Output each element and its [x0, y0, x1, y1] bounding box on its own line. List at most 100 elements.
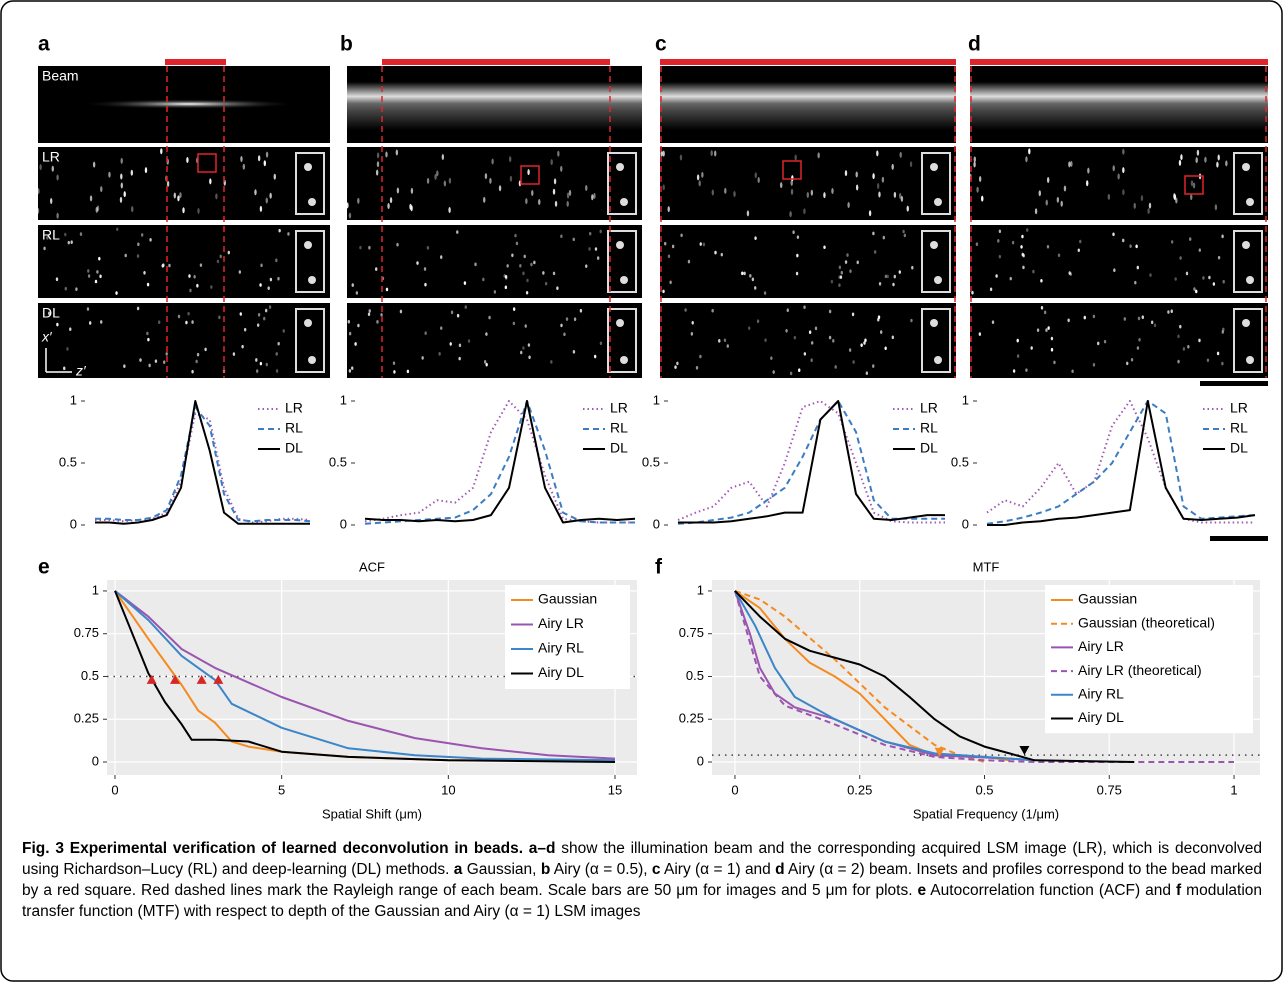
image — [970, 147, 1268, 220]
inset-bead — [304, 163, 312, 171]
bead — [43, 246, 46, 251]
bead — [87, 269, 90, 273]
bead — [458, 343, 462, 348]
bead — [679, 154, 683, 161]
bead — [1170, 309, 1173, 313]
bead — [553, 178, 557, 185]
bead — [1060, 200, 1063, 207]
bead — [232, 352, 236, 356]
bead — [423, 267, 427, 271]
bead — [978, 332, 982, 336]
caption-text: show the illumination beam and the corre… — [22, 840, 1262, 878]
x-axis-label: Spatial Shift (μm) — [322, 806, 422, 821]
bead — [803, 352, 807, 356]
bead — [848, 348, 852, 352]
bead — [868, 210, 872, 217]
image-axis-label: x′ — [41, 329, 53, 345]
bead — [531, 190, 534, 197]
inset-bead — [1246, 356, 1254, 364]
bead — [741, 271, 744, 276]
bead — [690, 332, 694, 336]
series-line — [114, 590, 616, 762]
bead — [976, 186, 979, 193]
y-tick-label: 1 — [92, 582, 99, 597]
bead — [991, 320, 995, 324]
bead — [1135, 244, 1138, 249]
bead — [998, 254, 1002, 259]
bead — [86, 307, 90, 311]
bead — [399, 309, 403, 314]
bead — [849, 269, 852, 273]
legend-label: Gaussian — [1078, 591, 1137, 607]
bead — [754, 286, 757, 290]
bead — [243, 327, 247, 332]
bead — [357, 323, 360, 328]
bead — [426, 246, 430, 250]
bead — [509, 175, 513, 182]
bead — [757, 177, 760, 184]
bead — [893, 191, 897, 198]
legend-label: DL — [285, 440, 303, 456]
image — [347, 225, 642, 298]
bead — [676, 361, 679, 366]
bead — [264, 308, 268, 313]
bead — [1225, 160, 1228, 167]
bead — [763, 291, 767, 295]
bead — [255, 358, 258, 362]
bead — [426, 177, 430, 184]
bead — [1032, 269, 1035, 274]
bead — [1030, 346, 1033, 350]
bead — [1179, 324, 1182, 329]
bead — [560, 165, 563, 172]
bead — [1067, 318, 1070, 323]
bead — [525, 290, 529, 295]
bead — [218, 315, 221, 320]
bead — [498, 185, 502, 192]
bead — [552, 188, 556, 195]
bead — [227, 250, 231, 255]
inset — [921, 308, 951, 373]
bead — [872, 231, 875, 236]
bead — [1025, 368, 1028, 372]
inset-bead — [934, 276, 942, 284]
bead — [523, 254, 526, 259]
bead — [269, 192, 272, 199]
bead — [506, 264, 509, 268]
bead — [161, 264, 164, 268]
bead — [1147, 208, 1150, 215]
bead — [131, 206, 134, 213]
bead — [1221, 330, 1224, 334]
bead — [1016, 354, 1020, 358]
legend-label: LR — [1230, 400, 1248, 416]
bead — [1190, 194, 1193, 201]
series-line — [364, 400, 635, 524]
bead — [1175, 197, 1178, 204]
bead — [185, 320, 188, 325]
bead — [157, 320, 161, 324]
y-tick-label: 1 — [697, 582, 704, 597]
bead — [876, 182, 880, 189]
bead — [273, 173, 276, 180]
bead — [667, 206, 670, 213]
bead — [137, 242, 140, 247]
bead — [864, 338, 867, 343]
chart-title: ACF — [359, 559, 385, 574]
legend-label: LR — [285, 400, 303, 416]
bead — [898, 192, 902, 199]
bead — [504, 285, 508, 290]
bead — [662, 184, 665, 191]
bead — [89, 195, 93, 202]
bead — [196, 352, 200, 357]
bead — [1038, 190, 1041, 197]
bead — [733, 191, 736, 198]
bead — [572, 350, 576, 354]
bead — [810, 358, 813, 363]
bead — [1221, 361, 1224, 366]
bead — [355, 291, 359, 295]
bead — [123, 364, 126, 368]
bead — [241, 344, 244, 349]
beam — [660, 82, 956, 130]
bead — [803, 208, 806, 215]
bead — [87, 274, 91, 278]
